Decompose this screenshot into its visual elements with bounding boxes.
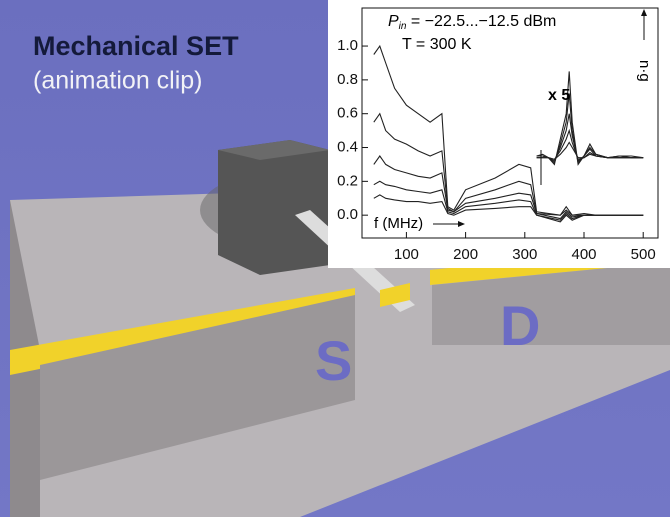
scene-label: S bbox=[315, 329, 352, 392]
title: Mechanical SET bbox=[33, 31, 239, 61]
x-tick-label: 500 bbox=[631, 246, 656, 263]
block bbox=[218, 140, 330, 275]
power-symbol: P bbox=[388, 13, 399, 30]
subtitle: (animation clip) bbox=[33, 67, 203, 95]
annotation: Pin = −22.5...−12.5 dBm bbox=[388, 13, 556, 31]
y-tick-label: 0.2 bbox=[337, 172, 358, 189]
y-tick-label: 1.0 bbox=[337, 37, 358, 54]
x-tick-label: 400 bbox=[571, 246, 596, 263]
y-axis-label: n·g bbox=[636, 60, 653, 82]
x-tick-label: 300 bbox=[512, 246, 537, 263]
y-tick-label: 0.8 bbox=[337, 71, 358, 88]
power-text: = −22.5...−12.5 dBm bbox=[406, 13, 556, 30]
scene-label: D bbox=[500, 294, 540, 357]
x-tick-label: 200 bbox=[453, 246, 478, 263]
x-axis-label: f (MHz) bbox=[374, 215, 423, 232]
y-tick-label: 0.0 bbox=[337, 206, 358, 223]
y-tick-label: 0.6 bbox=[337, 105, 358, 122]
y-tick-label: 0.4 bbox=[337, 138, 358, 155]
annotation: T = 300 K bbox=[402, 36, 472, 53]
annotation: x 5 bbox=[548, 87, 570, 104]
scene: S D Mechanical SET (animation clip) 0.0 0… bbox=[0, 0, 670, 517]
page: {"header": {"title": "Mechanical SET", "… bbox=[0, 0, 670, 522]
x-tick-label: 100 bbox=[394, 246, 419, 263]
